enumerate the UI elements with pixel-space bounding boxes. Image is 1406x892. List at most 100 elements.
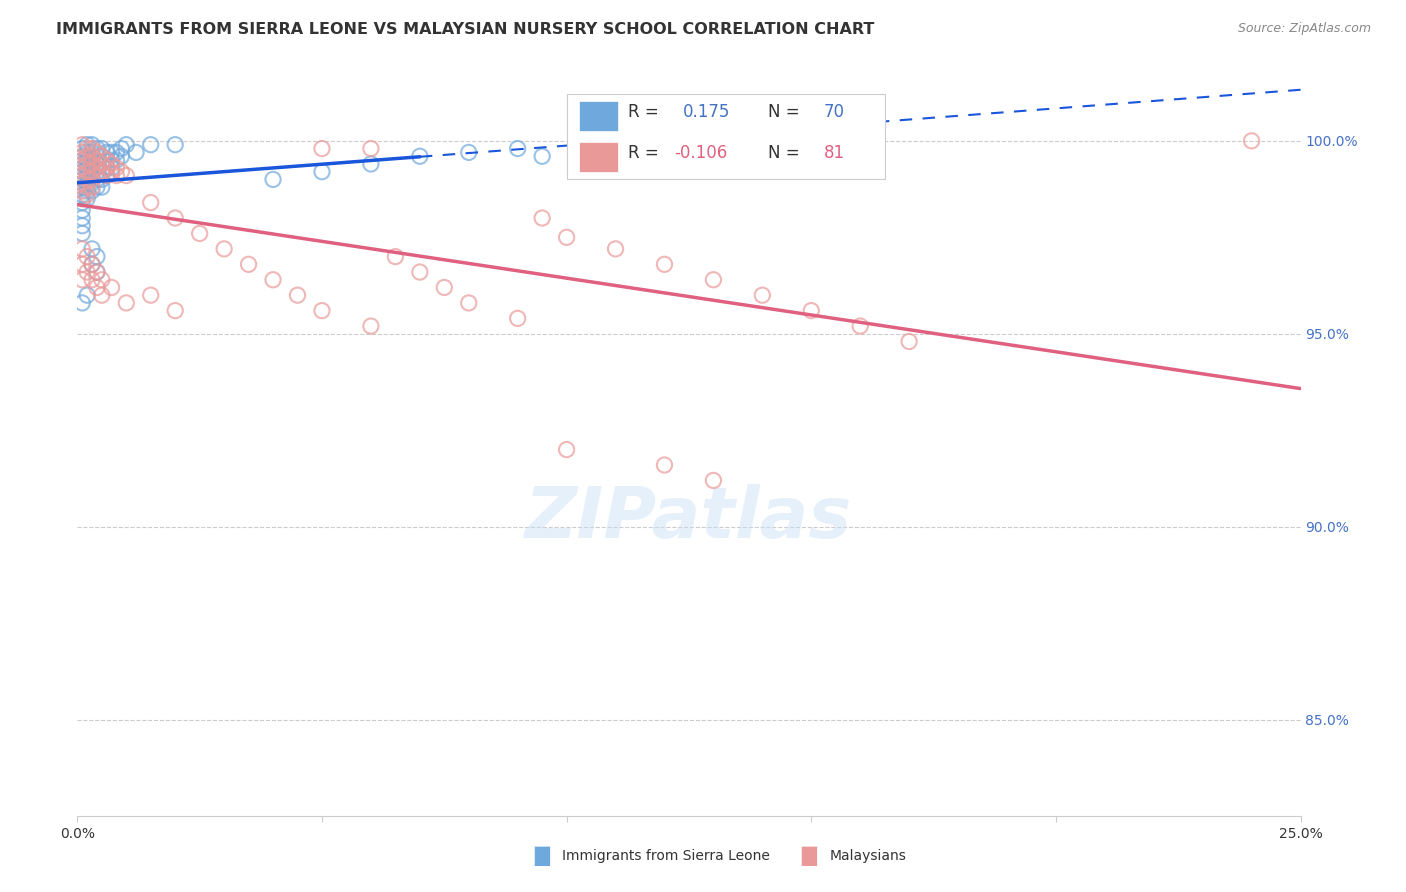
Point [70, 195, 93, 210]
Point [86, 142, 108, 156]
Point [70, 157, 93, 171]
Point [238, 257, 260, 271]
Point [80, 273, 103, 287]
Point [105, 161, 128, 175]
Point [898, 334, 921, 349]
Point [70, 184, 93, 198]
Point [90, 164, 112, 178]
Point [115, 137, 138, 152]
FancyBboxPatch shape [579, 142, 619, 172]
Point [360, 142, 382, 156]
Point [105, 153, 128, 168]
Point [70, 296, 93, 310]
Point [96, 153, 118, 168]
Point [70, 142, 93, 156]
Point [70, 176, 93, 190]
Point [702, 474, 724, 488]
Point [654, 257, 676, 271]
Point [100, 145, 122, 160]
Point [86, 265, 108, 279]
Point [70, 149, 93, 163]
Point [360, 319, 382, 334]
Text: 0.175: 0.175 [683, 103, 730, 120]
Point [433, 280, 456, 294]
Point [90, 164, 112, 178]
Point [165, 211, 187, 225]
Point [702, 137, 724, 152]
Point [70, 219, 93, 233]
Point [262, 273, 284, 287]
Point [654, 458, 676, 472]
Point [457, 296, 479, 310]
Point [110, 142, 132, 156]
Point [96, 161, 118, 175]
Point [1240, 134, 1263, 148]
Point [80, 242, 103, 256]
Point [115, 296, 138, 310]
Text: 81: 81 [824, 145, 845, 162]
Point [70, 137, 93, 152]
Point [100, 157, 122, 171]
Point [70, 187, 93, 202]
Point [531, 211, 554, 225]
Point [115, 169, 138, 183]
Point [555, 442, 578, 457]
Point [90, 142, 112, 156]
Point [80, 257, 103, 271]
Point [70, 273, 93, 287]
Point [70, 164, 93, 178]
Text: N =: N = [769, 103, 800, 120]
Text: █: █ [534, 847, 550, 866]
Point [139, 195, 162, 210]
Point [188, 227, 211, 241]
Point [80, 157, 103, 171]
Text: ZIPatlas: ZIPatlas [526, 483, 852, 553]
Point [80, 257, 103, 271]
Point [70, 172, 93, 186]
Point [110, 164, 132, 178]
Point [76, 187, 98, 202]
Point [751, 288, 773, 302]
Point [70, 257, 93, 271]
Point [86, 265, 108, 279]
Text: █: █ [801, 847, 817, 866]
Point [100, 153, 122, 168]
Point [86, 280, 108, 294]
Point [80, 172, 103, 186]
Point [86, 153, 108, 168]
Point [605, 242, 627, 256]
Point [70, 192, 93, 206]
Point [90, 157, 112, 171]
Point [70, 211, 93, 225]
Point [96, 161, 118, 175]
Point [90, 180, 112, 194]
Point [70, 242, 93, 256]
Point [86, 161, 108, 175]
Point [80, 153, 103, 168]
Point [110, 149, 132, 163]
Point [90, 149, 112, 163]
Point [90, 149, 112, 163]
Text: IMMIGRANTS FROM SIERRA LEONE VS MALAYSIAN NURSERY SCHOOL CORRELATION CHART: IMMIGRANTS FROM SIERRA LEONE VS MALAYSIA… [56, 22, 875, 37]
Point [76, 137, 98, 152]
Point [125, 145, 148, 160]
Text: R =: R = [628, 145, 658, 162]
Point [76, 164, 98, 178]
Point [70, 180, 93, 194]
Point [311, 164, 333, 178]
Point [70, 145, 93, 160]
Point [76, 176, 98, 190]
Point [76, 172, 98, 186]
Point [100, 161, 122, 175]
Point [165, 303, 187, 318]
Point [86, 145, 108, 160]
Point [702, 273, 724, 287]
Point [76, 145, 98, 160]
Point [76, 169, 98, 183]
Point [80, 184, 103, 198]
Text: Immigrants from Sierra Leone: Immigrants from Sierra Leone [562, 849, 770, 863]
Point [76, 142, 98, 156]
Point [360, 157, 382, 171]
Point [86, 250, 108, 264]
Point [96, 145, 118, 160]
